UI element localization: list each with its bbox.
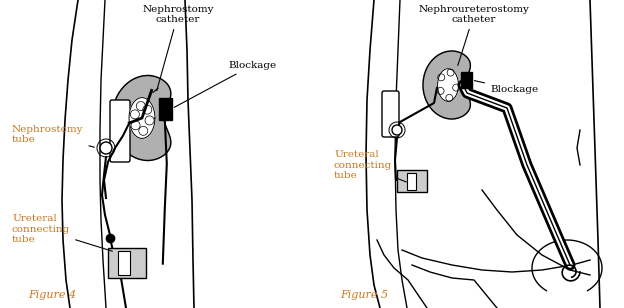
Circle shape [392,125,402,135]
Text: Figure 5: Figure 5 [340,290,388,300]
Text: Blockage: Blockage [174,61,276,107]
Polygon shape [437,69,459,101]
FancyBboxPatch shape [382,91,399,137]
Text: Nephrostomy
catheter: Nephrostomy catheter [142,5,214,91]
Bar [108,248,146,278]
Bar [118,251,130,275]
Text: Nephroureterostomy
catheter: Nephroureterostomy catheter [419,5,529,65]
Polygon shape [112,75,171,160]
Polygon shape [423,51,470,119]
Text: Nephrostomy
tube: Nephrostomy tube [12,125,94,147]
FancyBboxPatch shape [110,100,130,162]
Bar [407,173,416,190]
Polygon shape [129,98,155,138]
Text: Ureteral
connecting
tube: Ureteral connecting tube [334,150,406,182]
Bar [461,72,472,88]
Bar [397,170,427,192]
Text: Blockage: Blockage [474,81,538,94]
Text: Ureteral
connecting
tube: Ureteral connecting tube [12,214,112,251]
Bar [158,98,172,120]
Circle shape [100,142,112,154]
Text: Figure 4: Figure 4 [28,290,76,300]
